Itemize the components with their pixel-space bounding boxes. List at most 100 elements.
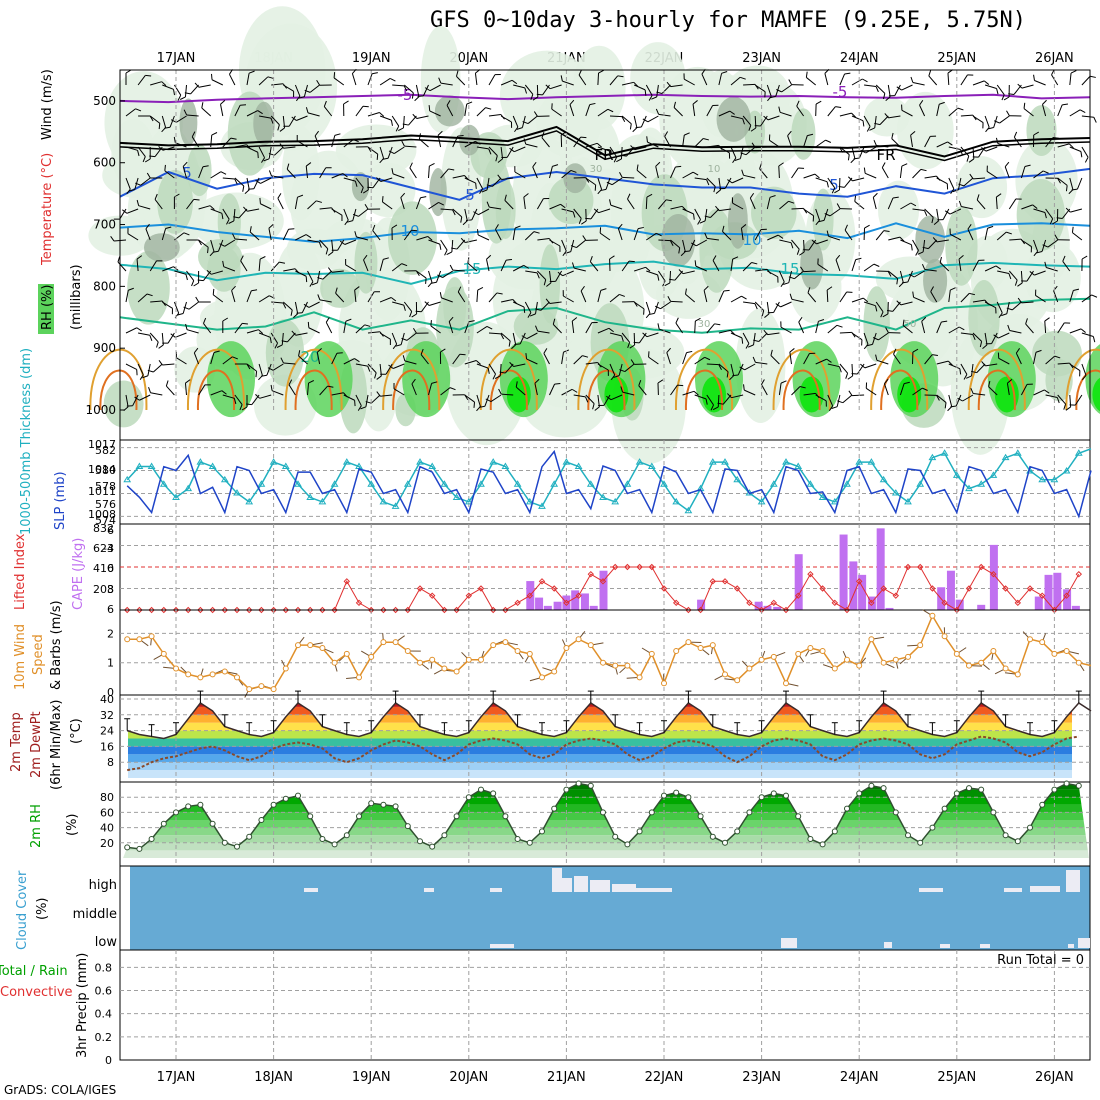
wind-barb-staff bbox=[139, 394, 151, 401]
wind-barb-flag bbox=[291, 330, 297, 336]
thickness-series-marker bbox=[928, 453, 937, 461]
wind10-series-marker bbox=[270, 686, 277, 693]
thickness-series-marker bbox=[989, 471, 998, 478]
wind-barb-flag bbox=[1071, 226, 1074, 233]
wind-barb bbox=[1069, 328, 1086, 334]
wind-barb bbox=[148, 387, 163, 396]
wind-barb-staff bbox=[234, 394, 243, 405]
wind-barb-staff bbox=[948, 146, 961, 150]
wind-barb-flag bbox=[403, 85, 408, 92]
wind-barb-flag bbox=[796, 100, 800, 107]
wind-barb-flag bbox=[391, 168, 394, 174]
wind-barb bbox=[970, 363, 986, 374]
wind-barb-flag bbox=[327, 267, 333, 273]
wind-barb bbox=[391, 115, 400, 132]
wind10-series-marker bbox=[1063, 647, 1070, 654]
wind-barb-flag bbox=[950, 287, 956, 291]
wind-barb-staff bbox=[476, 177, 483, 189]
wind-barb-staff bbox=[580, 290, 587, 303]
wind-barb-flag bbox=[170, 119, 177, 123]
wind-barb-staff bbox=[198, 384, 206, 396]
wind-barb-staff bbox=[995, 196, 998, 210]
wind-barb-staff bbox=[627, 198, 635, 210]
wind-barb-flag bbox=[627, 193, 631, 200]
slp-tick-label: 1014 bbox=[88, 463, 116, 476]
wind-barb bbox=[646, 136, 659, 148]
wind-barb-flag bbox=[149, 155, 156, 158]
wind-barb-staff bbox=[563, 295, 574, 303]
wind-barb-flag bbox=[317, 294, 321, 301]
wind-barb bbox=[699, 208, 708, 224]
wind-barb-flag bbox=[139, 374, 144, 380]
wind-barb bbox=[210, 350, 220, 365]
wind-barb bbox=[561, 239, 567, 257]
wind-barb-staff bbox=[147, 363, 151, 376]
wind-barb bbox=[354, 286, 360, 303]
wind-barb-staff bbox=[875, 301, 884, 313]
wind-barb-flag bbox=[230, 137, 237, 140]
wind10-series-marker bbox=[770, 653, 777, 660]
wind-barb-staff bbox=[137, 146, 146, 157]
wind-barb-flag bbox=[865, 382, 868, 389]
thickness-series-marker bbox=[159, 480, 168, 487]
wind-barb bbox=[839, 291, 853, 303]
wind-barb-staff bbox=[167, 332, 175, 344]
wind-barb bbox=[379, 78, 396, 86]
rh2m-color-band bbox=[120, 783, 1090, 790]
wind-barb-staff bbox=[524, 231, 535, 241]
wind-barb-staff bbox=[234, 177, 245, 187]
wind-barb bbox=[766, 195, 776, 210]
wind-barb-staff bbox=[549, 203, 561, 210]
wind-barb-staff bbox=[972, 299, 985, 303]
wind-barb-flag bbox=[834, 189, 840, 194]
wind-barb-flag bbox=[844, 72, 851, 75]
wind-barb-flag bbox=[642, 118, 649, 123]
wind-barb-staff bbox=[573, 355, 583, 365]
wind-barb-staff bbox=[839, 363, 848, 374]
wind-barb bbox=[355, 363, 371, 372]
wind-barb bbox=[317, 294, 332, 303]
wind-barb-staff bbox=[150, 300, 163, 303]
wind-barb-flag bbox=[899, 236, 905, 242]
wind-barb bbox=[694, 356, 711, 365]
wind-barb-flag bbox=[1049, 218, 1054, 225]
wind-barb-flag bbox=[194, 82, 200, 88]
wind-barb-flag bbox=[683, 73, 685, 80]
wind10-series-marker bbox=[587, 642, 594, 649]
wind-barb-flag bbox=[838, 186, 845, 188]
cape-tick-label: 624 bbox=[93, 542, 114, 555]
wind-barb bbox=[323, 100, 333, 117]
wind-barb bbox=[742, 332, 750, 349]
wind-barb-flag bbox=[739, 366, 745, 371]
wind-barb bbox=[609, 115, 626, 123]
wind-barb-staff bbox=[573, 136, 581, 148]
wind-barb bbox=[307, 321, 320, 334]
wind-barb-flag bbox=[165, 226, 172, 229]
wind-barb bbox=[597, 146, 611, 157]
wind-barb-flag bbox=[607, 108, 614, 113]
wind-barb bbox=[694, 394, 708, 405]
wind-barb-staff bbox=[958, 259, 962, 272]
wind-barb-staff bbox=[495, 229, 502, 241]
thickness-series-marker bbox=[1001, 453, 1010, 461]
wind-barb-flag bbox=[126, 405, 133, 407]
wind-barb-flag bbox=[288, 228, 295, 230]
wind-barb bbox=[409, 162, 417, 179]
wind-barb bbox=[316, 347, 322, 365]
rh-fill-grey-region bbox=[351, 172, 370, 202]
thickness-series-marker bbox=[123, 475, 132, 483]
wind-barb-staff bbox=[161, 115, 167, 128]
wind-barb-flag bbox=[710, 404, 714, 411]
wind-barb-flag bbox=[967, 74, 974, 76]
wind-barb-flag bbox=[259, 197, 261, 204]
wind-barb-staff bbox=[188, 301, 199, 310]
cloud-gap bbox=[919, 888, 943, 892]
wind-barb-flag bbox=[158, 123, 161, 130]
rh-fill-mid-region bbox=[103, 380, 144, 428]
wind-barb-staff bbox=[467, 262, 478, 272]
wind-barb-flag bbox=[761, 379, 765, 385]
wind-barb-flag bbox=[1042, 244, 1049, 248]
wind-barb bbox=[222, 356, 238, 365]
precip-panel-frame bbox=[119, 949, 1091, 1061]
wind-barb bbox=[270, 332, 279, 349]
